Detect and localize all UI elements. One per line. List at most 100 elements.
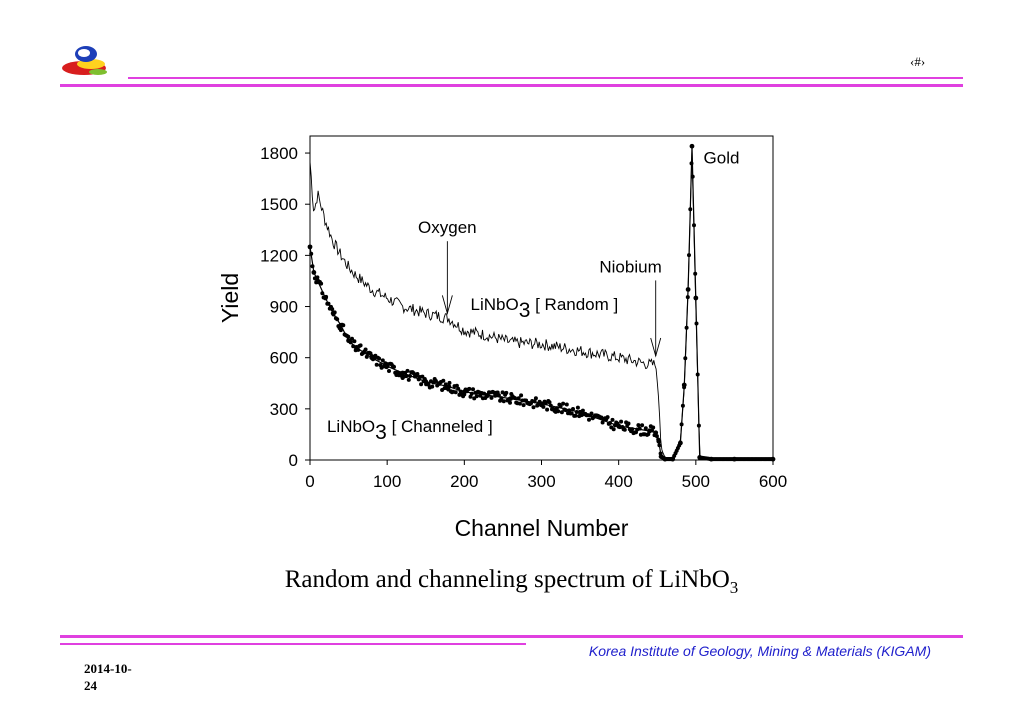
channeled-data-point xyxy=(558,404,563,409)
x-tick-label: 600 xyxy=(759,472,787,491)
channeled-key-point xyxy=(400,370,405,376)
channeled-data-point xyxy=(637,426,642,431)
x-axis-label: Channel Number xyxy=(455,515,629,541)
footer-date-line2: 24 xyxy=(84,678,97,693)
x-tick-label: 0 xyxy=(305,472,314,491)
channeled-key-point xyxy=(307,244,313,250)
channeled-data-point xyxy=(500,390,505,395)
channeled-key-point xyxy=(697,455,703,460)
channeled-key-point xyxy=(315,278,321,284)
channeled-key-point xyxy=(670,456,676,462)
channeled-data-point xyxy=(374,362,379,367)
channeled-data-point xyxy=(443,382,448,387)
annotation-label: LiNbO3 [ Channeled ] xyxy=(327,417,493,444)
channeled-data-point xyxy=(619,419,624,424)
channeled-data-point xyxy=(415,372,420,376)
channeled-data-point xyxy=(622,427,627,432)
channeled-data-point xyxy=(499,396,504,401)
channeled-data-point xyxy=(683,356,688,361)
channeled-key-point xyxy=(353,345,359,350)
y-tick-label: 1800 xyxy=(260,144,298,163)
channeled-data-point xyxy=(589,411,594,416)
channeled-data-point xyxy=(575,405,580,410)
channeled-data-point xyxy=(406,377,411,382)
channeled-key-point xyxy=(323,295,328,301)
channeled-data-point xyxy=(471,387,475,392)
channeled-data-point xyxy=(309,251,314,256)
y-axis-label: Yield xyxy=(217,273,243,323)
channeled-data-point xyxy=(517,401,522,406)
caption-text: Random and channeling spectrum of LiNbO xyxy=(284,566,730,593)
channeled-data-point xyxy=(352,339,357,344)
channeled-key-point xyxy=(732,456,737,462)
channeled-data-point xyxy=(574,410,579,414)
channeled-data-point xyxy=(554,406,559,411)
channeled-data-point xyxy=(496,393,501,398)
channeled-data-point xyxy=(533,396,538,401)
channeled-data-point xyxy=(573,413,578,418)
channeled-key-point xyxy=(647,428,652,434)
channeled-key-point xyxy=(485,392,490,398)
channeled-key-point xyxy=(681,382,687,388)
footer-date: 2014-10- 24 xyxy=(84,660,154,694)
channeled-data-point xyxy=(532,399,537,404)
channeled-data-point xyxy=(690,174,695,179)
channeled-data-point xyxy=(640,423,645,428)
channeled-data-point xyxy=(561,401,566,406)
channeled-key-point xyxy=(461,389,467,395)
channeled-key-point xyxy=(346,338,351,344)
channeled-key-point xyxy=(330,310,336,316)
header-rule-thick xyxy=(60,84,963,87)
channeled-data-point xyxy=(364,354,369,359)
channeled-data-point xyxy=(600,420,605,425)
channeled-data-point xyxy=(531,405,536,410)
channeled-data-point xyxy=(651,425,656,430)
channeled-data-point xyxy=(567,408,572,413)
channeled-key-point xyxy=(685,287,691,292)
channeled-data-point xyxy=(326,301,331,306)
channeled-data-point xyxy=(346,334,351,339)
channeled-data-point xyxy=(685,295,690,300)
channeled-data-point xyxy=(467,386,472,391)
channeled-key-point xyxy=(653,430,659,436)
channeled-data-point xyxy=(405,368,410,373)
channeled-data-point xyxy=(563,408,568,413)
channeled-data-point xyxy=(605,415,610,420)
footer-rule-thick xyxy=(60,635,963,638)
channeled-data-point xyxy=(608,421,612,425)
y-tick-label: 1500 xyxy=(260,195,298,214)
annotation-label: Niobium xyxy=(599,257,661,276)
channeled-data-point xyxy=(411,371,416,376)
y-tick-label: 1200 xyxy=(260,246,298,265)
channeled-data-point xyxy=(469,391,474,396)
channeled-data-point xyxy=(363,347,368,352)
channeled-data-point xyxy=(688,207,693,212)
channeled-data-point xyxy=(310,264,315,269)
x-tick-label: 100 xyxy=(373,472,401,491)
channeled-data-point xyxy=(630,427,635,432)
channeled-key-point xyxy=(539,401,544,407)
channeled-data-point xyxy=(696,423,701,428)
channeled-data-point xyxy=(689,161,694,166)
channeled-data-point xyxy=(338,328,343,333)
channeled-key-point xyxy=(384,363,390,369)
channeled-data-point xyxy=(504,390,509,395)
channeled-key-point xyxy=(311,270,317,275)
channeled-data-point xyxy=(408,374,412,378)
channeled-data-point xyxy=(680,403,685,408)
channeled-data-point xyxy=(687,253,691,258)
rbs-spectrum-chart: 0 100 200 300 400 500 600 0 300 600 900 1200 1500 180… xyxy=(217,135,787,541)
channeled-data-point xyxy=(377,356,382,361)
header-rule-thin xyxy=(128,77,963,79)
channeled-data-point xyxy=(513,396,517,401)
channeled-data-point xyxy=(392,364,396,369)
channeled-data-point xyxy=(404,374,409,379)
channeled-data-point xyxy=(547,400,552,405)
channeled-data-point xyxy=(516,396,521,401)
channeled-data-point xyxy=(468,394,473,399)
channeled-data-point xyxy=(564,402,569,407)
annotation-label: Gold xyxy=(704,148,740,167)
channeled-data-point xyxy=(692,223,696,228)
channeled-key-point xyxy=(423,379,429,384)
channeled-data-point xyxy=(330,307,335,312)
